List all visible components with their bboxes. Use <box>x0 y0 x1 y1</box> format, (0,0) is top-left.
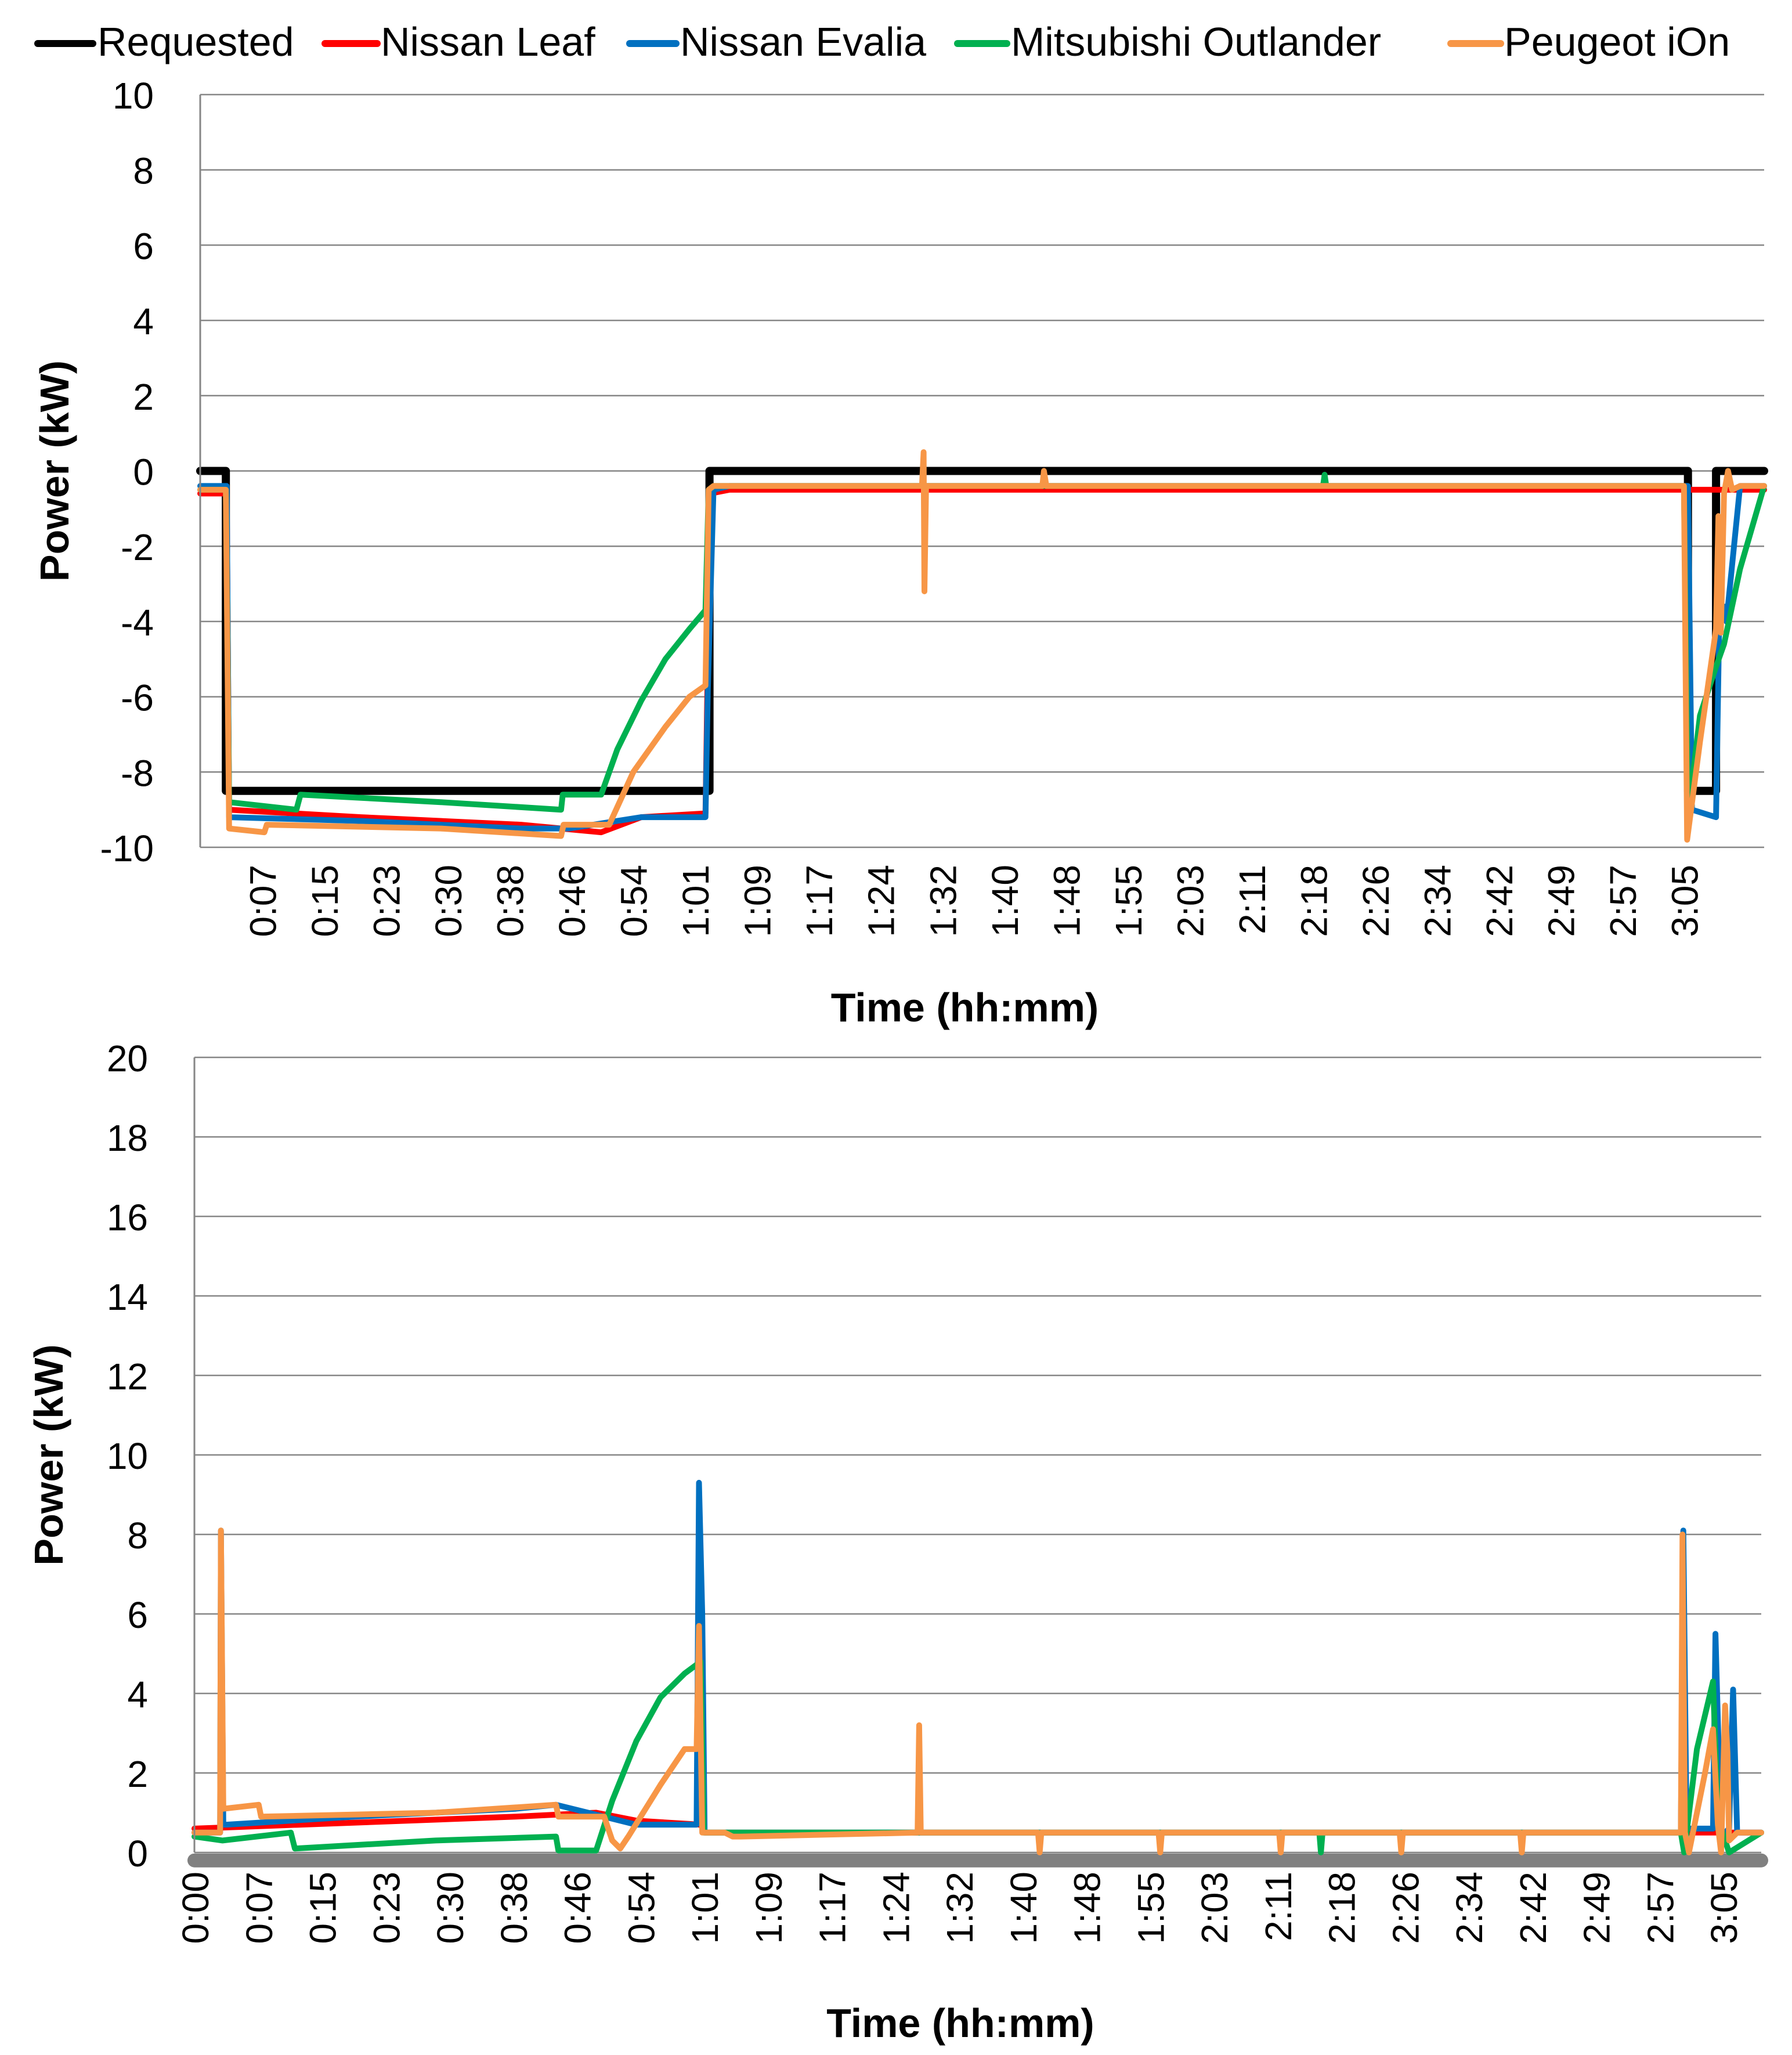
bot-y-tick-label: 6 <box>127 1594 148 1636</box>
top-x-tick-label: 2:42 <box>1479 865 1520 937</box>
bot-x-tick-label: 0:30 <box>429 1872 471 1944</box>
top-x-tick-label: 1:32 <box>922 865 964 937</box>
legend-entry-peugeot-ion: Peugeot iOn <box>1447 19 1730 64</box>
top-y-tick-label: 4 <box>133 301 154 342</box>
top-x-tick-label: 3:05 <box>1664 865 1706 937</box>
bot-x-tick-label: 0:38 <box>493 1872 535 1944</box>
bot-x-tick-label: 2:42 <box>1512 1872 1554 1944</box>
top-x-tick-label: 2:49 <box>1540 865 1582 937</box>
top-x-tick-label: 1:17 <box>799 865 840 937</box>
bot-x-tick-label: 1:55 <box>1130 1872 1172 1944</box>
legend-entry-nissan-leaf: Nissan Leaf <box>321 19 595 64</box>
top-y-tick-label: -4 <box>121 602 154 644</box>
bot-y-tick-label: 8 <box>127 1515 148 1556</box>
top-series-peugeot-ion <box>197 449 1767 843</box>
bot-y-tick-label: 12 <box>107 1356 148 1397</box>
top-y-tick-label: 10 <box>113 75 154 117</box>
top-x-tick-label: 2:57 <box>1602 865 1644 937</box>
top-y-tick-labels: 10 8 6 4 2 0 -2 -4 -6 -8 -10 <box>100 75 154 869</box>
top-y-tick-label: -2 <box>121 526 154 568</box>
legend-label-nissan-evalia: Nissan Evalia <box>680 19 926 64</box>
bot-y-tick-label: 0 <box>127 1833 148 1875</box>
bottom-x-axis-title: Time (hh:mm) <box>826 2000 1094 2046</box>
top-x-tick-label: 2:18 <box>1293 865 1335 937</box>
bot-y-tick-label: 10 <box>107 1435 148 1477</box>
top-x-tick-label: 0:30 <box>428 865 469 937</box>
top-y-tick-label: 0 <box>133 452 154 493</box>
bot-x-tick-label: 2:26 <box>1385 1872 1426 1944</box>
top-x-tick-label: 1:24 <box>861 865 902 937</box>
top-x-tick-label: 1:55 <box>1108 865 1150 937</box>
bot-x-tick-label: 2:34 <box>1448 1872 1490 1944</box>
top-x-tick-label: 1:48 <box>1046 865 1088 937</box>
bot-y-tick-label: 2 <box>127 1753 148 1795</box>
top-y-tick-label: -10 <box>100 828 154 869</box>
bot-x-tick-label: 2:03 <box>1194 1872 1235 1944</box>
legend-entry-mitsubishi-outlander: Mitsubishi Outlander <box>954 19 1381 64</box>
bot-series-peugeot-ion <box>192 1527 1764 1855</box>
bottom-series <box>187 1479 1768 1868</box>
bot-y-tick-label: 20 <box>107 1038 148 1079</box>
bottom-gridlines <box>194 1056 1761 1854</box>
bot-x-tick-label: 2:57 <box>1639 1872 1681 1944</box>
top-x-tick-label: 1:01 <box>675 865 717 937</box>
bot-x-tick-label: 1:24 <box>875 1872 917 1944</box>
top-x-tick-label: 0:46 <box>551 865 593 937</box>
bot-x-tick-label: 1:32 <box>939 1872 981 1944</box>
top-x-tick-label: 1:40 <box>984 865 1026 937</box>
top-x-tick-label: 1:09 <box>737 865 779 937</box>
bot-x-tick-label: 1:48 <box>1067 1872 1108 1944</box>
legend-label-peugeot-ion: Peugeot iOn <box>1504 19 1730 64</box>
top-y-tick-label: -8 <box>121 752 154 794</box>
bot-x-tick-label: 3:05 <box>1703 1872 1745 1944</box>
legend-entry-nissan-evalia: Nissan Evalia <box>626 19 926 64</box>
bot-x-tick-label: 0:00 <box>175 1872 216 1944</box>
legend-label-requested: Requested <box>97 19 294 64</box>
bot-x-tick-label: 0:07 <box>239 1872 280 1944</box>
legend-label-nissan-leaf: Nissan Leaf <box>381 19 595 64</box>
bot-x-tick-label: 2:18 <box>1321 1872 1363 1944</box>
top-x-axis-title: Time (hh:mm) <box>831 985 1099 1030</box>
top-y-tick-label: 2 <box>133 376 154 418</box>
bot-x-tick-label: 1:40 <box>1003 1872 1045 1944</box>
top-x-tick-label: 2:34 <box>1417 865 1458 937</box>
top-y-tick-label: -6 <box>121 677 154 719</box>
bot-x-tick-label: 1:09 <box>748 1872 790 1944</box>
legend: Requested Nissan Leaf Nissan Evalia Mits… <box>34 19 1730 64</box>
top-x-tick-label: 0:15 <box>304 865 346 937</box>
bot-x-tick-label: 1:01 <box>684 1872 726 1944</box>
top-x-tick-label: 2:03 <box>1169 865 1211 937</box>
top-series <box>196 449 1768 843</box>
bot-x-tick-label: 1:17 <box>812 1872 854 1944</box>
legend-label-mitsubishi-outlander: Mitsubishi Outlander <box>1011 19 1381 64</box>
bot-y-tick-label: 16 <box>107 1197 148 1238</box>
top-y-axis-title: Power (kW) <box>32 360 77 582</box>
top-x-tick-labels: 0:07 0:15 0:23 0:30 0:38 0:46 0:54 1:01 1:09 1:17… <box>243 865 1706 937</box>
bot-y-tick-label: 14 <box>107 1276 148 1318</box>
bot-x-tick-label: 0:54 <box>620 1872 662 1944</box>
top-y-tick-label: 8 <box>133 150 154 192</box>
bot-y-tick-label: 18 <box>107 1117 148 1159</box>
bottom-x-tick-labels: 0:00 0:07 0:15 0:23 0:30 0:38 0:46 0:54 1:01 1:09… <box>175 1872 1745 1944</box>
top-x-tick-label: 0:07 <box>243 865 284 937</box>
bottom-y-axis-title: Power (kW) <box>26 1344 71 1565</box>
top-x-tick-label: 2:11 <box>1231 865 1273 934</box>
legend-entry-requested: Requested <box>34 19 294 64</box>
bot-x-tick-label: 0:23 <box>366 1872 407 1944</box>
bot-x-tick-label: 0:46 <box>557 1872 599 1944</box>
top-x-tick-label: 0:23 <box>366 865 408 937</box>
top-y-tick-label: 6 <box>133 225 154 267</box>
bot-y-tick-label: 4 <box>127 1674 148 1715</box>
bot-x-tick-label: 2:49 <box>1576 1872 1618 1944</box>
bot-x-tick-label: 2:11 <box>1258 1872 1299 1941</box>
bot-x-tick-label: 0:15 <box>302 1872 344 1944</box>
top-x-tick-label: 0:54 <box>613 865 655 937</box>
top-x-tick-label: 0:38 <box>490 865 532 937</box>
top-x-tick-label: 2:26 <box>1355 865 1397 937</box>
